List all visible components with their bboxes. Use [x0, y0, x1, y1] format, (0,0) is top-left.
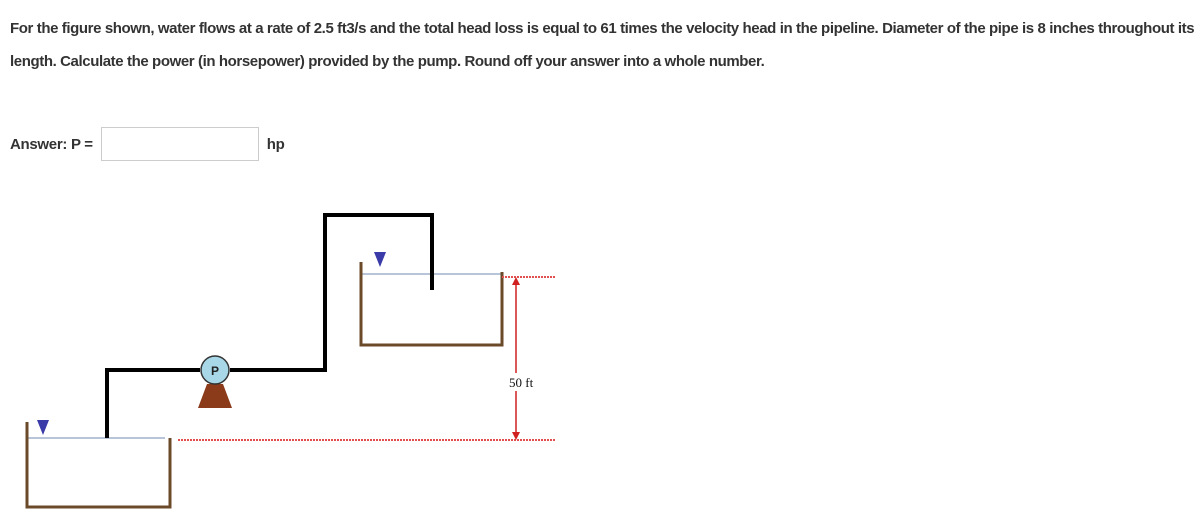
answer-label: Answer: P = [10, 135, 93, 153]
question-text: For the figure shown, water flows at a r… [10, 20, 1195, 70]
pump: P [198, 355, 232, 408]
pipe [105, 368, 200, 438]
pipe [230, 213, 434, 372]
answer-row: Answer: P = hp [10, 126, 285, 162]
answer-input[interactable] [100, 127, 259, 161]
height-label: 50 ft [509, 375, 534, 390]
answer-unit: hp [266, 135, 285, 153]
pump-label: P [211, 364, 219, 378]
lower-tank [25, 420, 172, 509]
dimension: 50 ft [178, 276, 555, 441]
